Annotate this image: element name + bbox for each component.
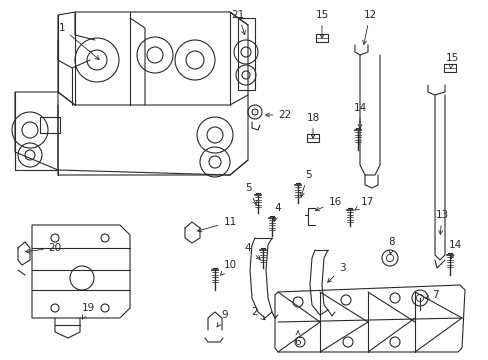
- Bar: [315, 35, 327, 42]
- Text: 22: 22: [265, 110, 291, 120]
- Text: 5: 5: [244, 183, 256, 205]
- Text: 19: 19: [81, 303, 95, 319]
- Text: 7: 7: [425, 290, 437, 300]
- Text: 1: 1: [59, 23, 99, 60]
- Text: 15: 15: [445, 53, 458, 69]
- Text: 16: 16: [315, 197, 341, 211]
- Text: 3: 3: [327, 263, 345, 282]
- Text: 4: 4: [273, 203, 281, 221]
- Text: 21: 21: [231, 10, 245, 35]
- Text: 20: 20: [26, 243, 61, 253]
- Text: 9: 9: [217, 310, 228, 327]
- Text: 15: 15: [315, 10, 328, 38]
- Text: 5: 5: [300, 170, 311, 197]
- Text: 17: 17: [354, 197, 373, 210]
- Text: 14: 14: [447, 240, 461, 258]
- Bar: [40, 117, 60, 133]
- Text: 14: 14: [353, 103, 366, 128]
- Bar: [443, 64, 455, 72]
- Text: 13: 13: [434, 210, 447, 234]
- Bar: [306, 134, 318, 141]
- Text: 4: 4: [244, 243, 260, 260]
- Text: 11: 11: [197, 217, 236, 232]
- Text: 12: 12: [362, 10, 376, 44]
- Text: 2: 2: [251, 307, 264, 320]
- Text: 18: 18: [306, 113, 319, 138]
- Text: 6: 6: [294, 331, 301, 347]
- Text: 10: 10: [220, 260, 236, 275]
- Text: 8: 8: [388, 237, 394, 254]
